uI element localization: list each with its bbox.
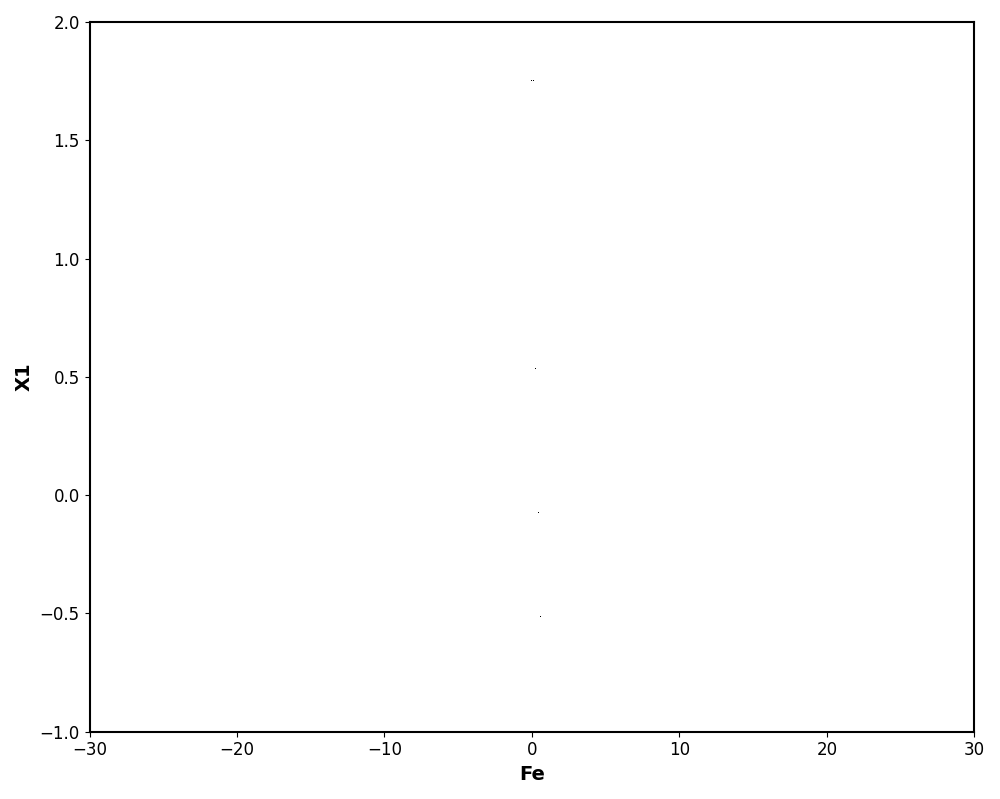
Y-axis label: X1: X1: [15, 363, 34, 392]
X-axis label: Fe: Fe: [519, 765, 545, 784]
